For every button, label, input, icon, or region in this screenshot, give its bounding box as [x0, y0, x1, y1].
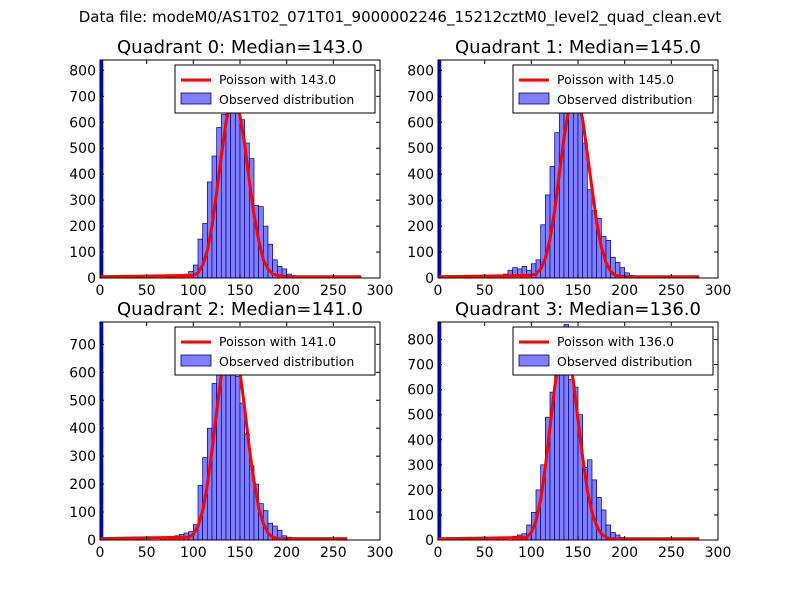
x-tick-label: 300 [367, 545, 394, 561]
panel-quadrant-3: 0 50 100 150 200 250 300 0 100 200 300 400 500 600 700… [407, 299, 731, 561]
x-tick-label: 250 [658, 545, 685, 561]
histogram-bar [220, 356, 227, 541]
x-tick-label: 150 [565, 545, 592, 561]
y-tick-label: 300 [69, 449, 96, 465]
y-tick-label: 700 [407, 358, 434, 374]
histogram-bar [586, 189, 593, 279]
y-tick-label: 700 [69, 89, 96, 105]
x-tick-label: 100 [518, 545, 545, 561]
x-tick-label: 0 [434, 283, 443, 299]
x-tick-label: 200 [273, 283, 300, 299]
y-tick-label: 0 [425, 533, 434, 549]
histogram-bar [577, 101, 584, 279]
y-tick-label: 100 [407, 508, 434, 524]
panel-title: Quadrant 2: Median=141.0 [117, 299, 363, 320]
y-tick-label: 600 [69, 365, 96, 381]
x-tick-label: 300 [705, 283, 732, 299]
y-tick-label: 0 [87, 271, 96, 287]
y-tick-label: 200 [69, 477, 96, 493]
legend-observed-label: Observed distribution [557, 354, 692, 369]
y-tick-label: 400 [407, 433, 434, 449]
legend-poisson-label: Poisson with 143.0 [219, 72, 336, 87]
y-tick-label: 400 [407, 167, 434, 183]
panel-title: Quadrant 3: Median=136.0 [455, 299, 701, 320]
y-tick-label: 700 [407, 89, 434, 105]
figure-title: Data file: modeM0/AS1T02_071T01_90000022… [78, 8, 722, 26]
y-tick-label: 100 [407, 245, 434, 261]
panel-title: Quadrant 0: Median=143.0 [117, 37, 363, 58]
y-tick-label: 0 [87, 533, 96, 549]
x-tick-label: 200 [611, 545, 638, 561]
histogram-bar [568, 379, 574, 541]
x-tick-label: 150 [227, 283, 254, 299]
histogram-bar [572, 95, 579, 279]
y-tick-label: 500 [407, 141, 434, 157]
legend-box [512, 326, 714, 376]
y-tick-label: 300 [407, 193, 434, 209]
y-tick-label: 400 [69, 167, 96, 183]
x-tick-label: 50 [138, 545, 156, 561]
x-tick-label: 300 [705, 545, 732, 561]
legend-poisson-label: Poisson with 145.0 [557, 72, 674, 87]
panel-title: Quadrant 1: Median=145.0 [455, 37, 701, 58]
histogram-bar [582, 142, 588, 279]
y-tick-label: 400 [69, 421, 96, 437]
x-tick-label: 100 [180, 283, 207, 299]
y-tick-label: 200 [407, 219, 434, 235]
y-tick-label: 800 [407, 333, 434, 349]
x-tick-label: 150 [565, 283, 592, 299]
y-tick-label: 100 [69, 245, 96, 261]
x-tick-label: 200 [611, 283, 638, 299]
x-tick-label: 0 [96, 283, 105, 299]
y-tick-label: 500 [69, 141, 96, 157]
x-tick-label: 200 [273, 545, 300, 561]
histogram-bar [234, 376, 241, 541]
y-tick-label: 0 [425, 271, 434, 287]
y-tick-label: 600 [407, 383, 434, 399]
y-tick-label: 500 [69, 393, 96, 409]
legend-observed-swatch [518, 354, 550, 367]
legend-poisson-label: Poisson with 136.0 [557, 334, 674, 349]
x-tick-label: 50 [476, 283, 494, 299]
y-tick-label: 300 [69, 193, 96, 209]
legend-observed-swatch [180, 92, 212, 105]
legend-box [174, 64, 376, 114]
x-tick-label: 300 [367, 283, 394, 299]
panel-quadrant-0: 0 50 100 150 200 250 300 0 100 200 300 400 500 600 700… [69, 37, 393, 299]
x-tick-label: 50 [138, 283, 156, 299]
legend-observed-swatch [518, 92, 550, 105]
y-tick-label: 200 [407, 483, 434, 499]
panel-quadrant-2: 0 50 100 150 200 250 300 0 100 200 300 400 500 600 700… [69, 299, 393, 561]
legend-observed-label: Observed distribution [557, 92, 692, 107]
x-tick-label: 150 [227, 545, 254, 561]
y-tick-label: 100 [69, 505, 96, 521]
y-tick-label: 800 [69, 63, 96, 79]
y-tick-label: 800 [407, 63, 434, 79]
x-tick-label: 50 [476, 545, 494, 561]
y-tick-label: 700 [69, 337, 96, 353]
x-tick-label: 250 [320, 545, 347, 561]
histogram-bar [239, 402, 246, 541]
legend-observed-label: Observed distribution [219, 354, 354, 369]
legend-poisson-label: Poisson with 141.0 [219, 334, 336, 349]
legend-box [512, 64, 714, 114]
y-tick-label: 600 [407, 115, 434, 131]
y-tick-label: 200 [69, 219, 96, 235]
y-tick-label: 500 [407, 408, 434, 424]
x-tick-label: 0 [96, 545, 105, 561]
x-tick-label: 250 [658, 283, 685, 299]
panel-quadrant-1: 0 50 100 150 200 250 300 0 100 200 300 400 500 600 700… [407, 37, 731, 299]
x-tick-label: 100 [180, 545, 207, 561]
x-tick-label: 100 [518, 283, 545, 299]
x-tick-label: 0 [434, 545, 443, 561]
y-tick-label: 600 [69, 115, 96, 131]
legend-observed-label: Observed distribution [219, 92, 354, 107]
legend-observed-swatch [180, 354, 212, 367]
y-tick-label: 300 [407, 458, 434, 474]
legend-box [174, 326, 376, 376]
x-tick-label: 250 [320, 283, 347, 299]
